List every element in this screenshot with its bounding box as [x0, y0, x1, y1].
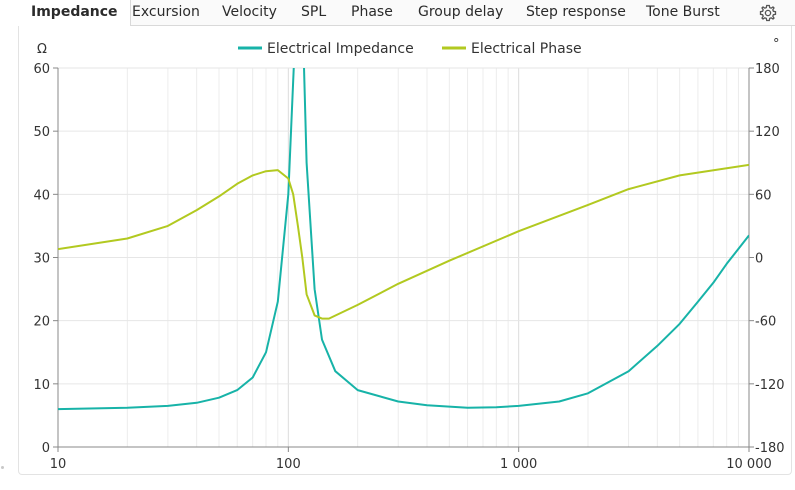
- gear-icon[interactable]: [757, 2, 779, 24]
- y-right-ticks: -180 -120 -60 0 60 120 180: [749, 62, 785, 456]
- y-right-tick-label: 180: [755, 62, 780, 77]
- grid: [57, 67, 750, 448]
- tab-velocity[interactable]: Velocity: [222, 4, 277, 20]
- y-left-tick-label: 20: [33, 315, 50, 330]
- legend-label: Electrical Phase: [471, 41, 582, 57]
- legend-label: Electrical Impedance: [267, 41, 414, 57]
- y-right-tick-label: 60: [755, 188, 772, 203]
- y-left-tick-label: 40: [33, 188, 50, 203]
- resize-dot: [1, 466, 4, 469]
- y-right-tick-label: -180: [755, 441, 785, 456]
- tab-bar: Impedance Excursion Velocity SPL Phase G…: [0, 0, 795, 26]
- series-line-phase: [58, 163, 749, 320]
- y-left-ticks: 0 10 20 30 40 50 60: [33, 62, 58, 456]
- y-right-tick-label: 0: [755, 252, 763, 267]
- x-ticks: 10 100 1 000 10 000: [50, 447, 772, 472]
- y-right-unit: °: [773, 37, 780, 52]
- legend: Electrical Impedance Electrical Phase: [238, 41, 582, 57]
- x-tick-label: 10 000: [726, 457, 772, 472]
- y-left-tick-label: 60: [33, 62, 50, 77]
- tab-spl[interactable]: SPL: [301, 4, 327, 20]
- y-right-tick-label: -60: [755, 315, 776, 330]
- y-left-tick-label: 30: [33, 252, 50, 267]
- y-right-tick-label: -120: [755, 378, 785, 393]
- series-line-impedance: [58, 68, 749, 411]
- x-tick-label: 100: [276, 457, 301, 472]
- tab-group-delay[interactable]: Group delay: [418, 4, 504, 20]
- tab-step-response[interactable]: Step response: [526, 4, 626, 20]
- y-left-tick-label: 0: [42, 441, 50, 456]
- y-left-tick-label: 10: [33, 378, 50, 393]
- y-right-tick-label: 120: [755, 125, 780, 140]
- chart-panel: [18, 26, 792, 475]
- x-tick-label: 1 000: [500, 457, 537, 472]
- tab-excursion[interactable]: Excursion: [132, 4, 200, 20]
- plot-area: [58, 68, 749, 411]
- tab-phase[interactable]: Phase: [351, 4, 393, 20]
- x-tick-label: 10: [50, 457, 67, 472]
- y-left-unit: Ω: [37, 42, 47, 57]
- y-left-tick-label: 50: [33, 125, 50, 140]
- tab-tone-burst[interactable]: Tone Burst: [646, 4, 720, 20]
- tab-impedance[interactable]: Impedance: [0, 0, 131, 26]
